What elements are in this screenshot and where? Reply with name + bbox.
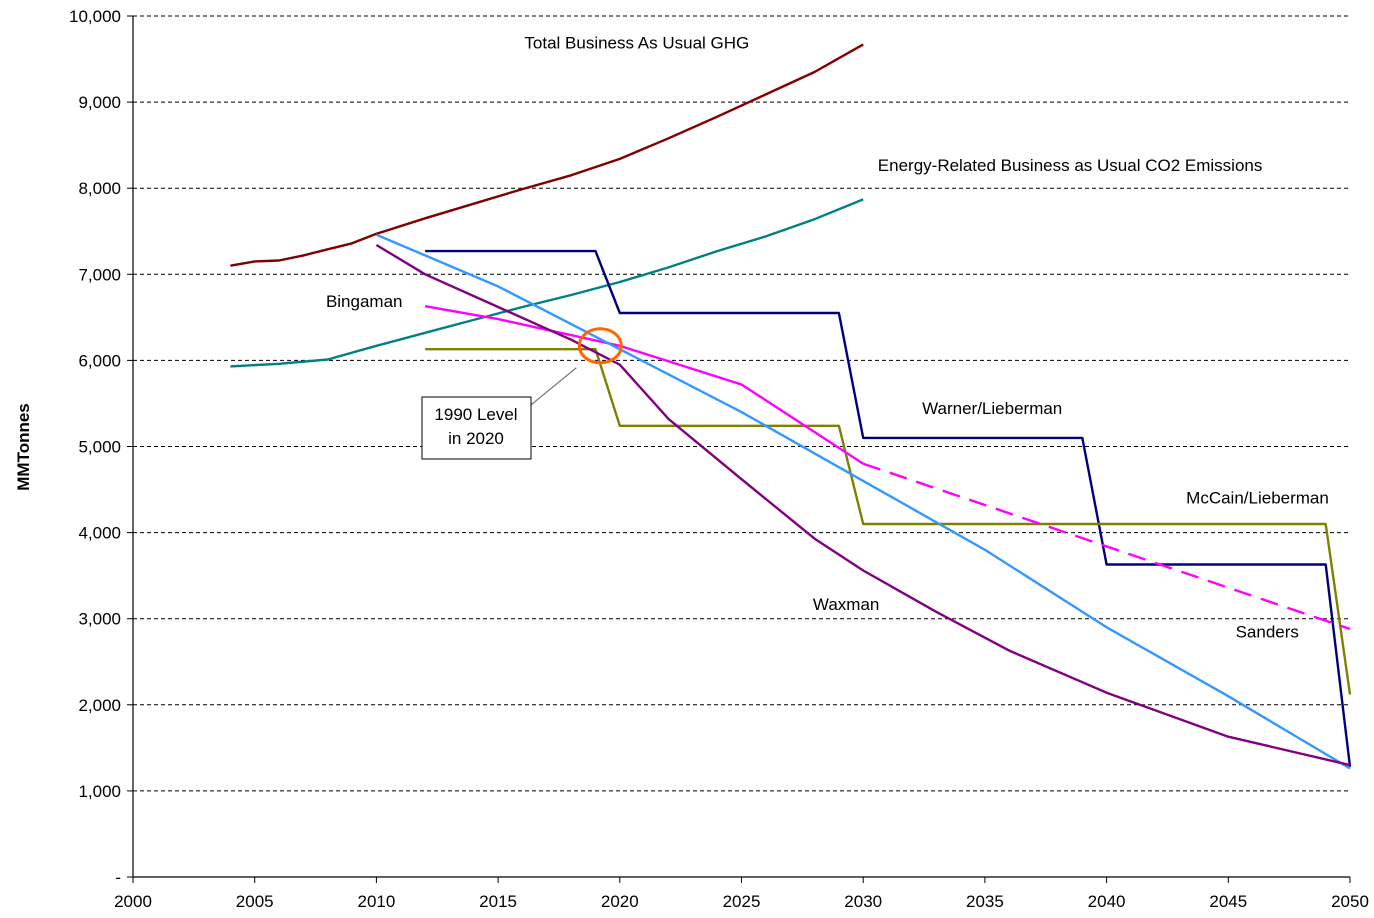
series-label: Sanders <box>1236 623 1299 642</box>
series-line-waxman <box>375 243 1351 767</box>
y-tick-labels: - 1,000 2,000 3,000 4,000 5,000 6,000 7,000 8,00… <box>69 7 121 887</box>
y-tick-label: 8,000 <box>78 179 121 198</box>
y-tick-label: 6,000 <box>78 351 121 370</box>
x-tick-label: 2010 <box>357 892 395 911</box>
series-line-total-business-as-usual-ghg <box>230 43 864 267</box>
y-axis-label: MMTonnes <box>14 403 33 491</box>
series-label: Bingaman <box>326 292 403 311</box>
callout-box <box>421 396 532 460</box>
series-line-warner-lieberman <box>425 249 1352 767</box>
gridlines <box>133 15 1350 792</box>
y-tick-label: 4,000 <box>78 524 121 543</box>
x-tick-label: 2000 <box>114 892 152 911</box>
x-tick-label: 2020 <box>601 892 639 911</box>
series-label: Waxman <box>813 595 879 614</box>
axes <box>127 15 1351 883</box>
x-tick-label: 2035 <box>966 892 1004 911</box>
series-line-sanders <box>375 233 1351 770</box>
x-tick-label: 2045 <box>1209 892 1247 911</box>
y-tick-label: 7,000 <box>78 265 121 284</box>
x-tick-labels: 2000 2005 2010 2015 2020 2025 2030 2035 2040 2045… <box>114 892 1369 911</box>
y-tick-label: - <box>115 868 121 887</box>
series-label: Energy-Related Business as Usual CO2 Emi… <box>878 156 1263 175</box>
callout-text-line: in 2020 <box>448 429 504 448</box>
series-line-energy-related-business-as-usual-co2-emissions <box>230 198 864 368</box>
series-label: Total Business As Usual GHG <box>524 34 749 53</box>
x-tick-label: 2005 <box>236 892 274 911</box>
x-tick-label: 2050 <box>1331 892 1369 911</box>
callout-circle <box>577 327 623 365</box>
callout-text-line: 1990 Level <box>434 405 517 424</box>
series-lines <box>230 43 1352 770</box>
series-label: Warner/Lieberman <box>922 399 1062 418</box>
y-tick-label: 10,000 <box>69 7 121 26</box>
y-tick-label: 5,000 <box>78 438 121 457</box>
callout-1990-level: 1990 Level in 2020 <box>421 327 623 460</box>
x-tick-label: 2025 <box>723 892 761 911</box>
series-line-bingaman-projected <box>862 462 1351 631</box>
series-labels: Total Business As Usual GHG Energy-Relate… <box>326 34 1329 642</box>
y-tick-label: 2,000 <box>78 696 121 715</box>
x-tick-label: 2015 <box>479 892 517 911</box>
y-tick-label: 9,000 <box>78 93 121 112</box>
x-tick-label: 2030 <box>844 892 882 911</box>
series-line-bingaman <box>424 305 864 465</box>
y-tick-label: 1,000 <box>78 782 121 801</box>
series-line-mccain-lieberman <box>425 348 1352 695</box>
series-label: McCain/Lieberman <box>1186 488 1329 507</box>
y-tick-label: 3,000 <box>78 610 121 629</box>
x-tick-label: 2040 <box>1088 892 1126 911</box>
